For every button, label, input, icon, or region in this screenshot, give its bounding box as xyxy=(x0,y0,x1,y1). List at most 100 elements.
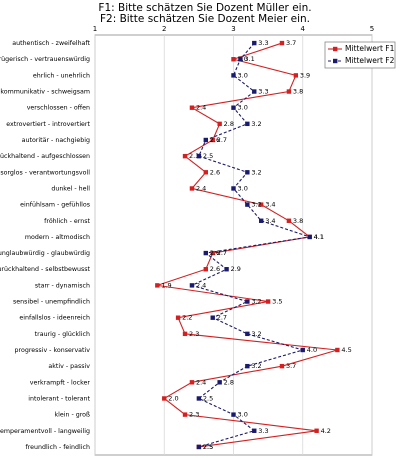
category-label: authentisch - zweifelhaft xyxy=(12,40,90,47)
category-label: sensibel - unempfindlich xyxy=(13,299,90,306)
data-label: 3.2 xyxy=(251,168,261,176)
data-label: 2.7 xyxy=(217,249,227,257)
category-label: verkrampft - locker xyxy=(30,379,91,386)
data-label: 2.3 xyxy=(189,152,199,160)
data-label: 3.0 xyxy=(238,104,248,112)
data-label: 2.7 xyxy=(217,314,227,322)
series-line xyxy=(190,42,310,448)
data-point xyxy=(293,73,299,78)
data-label: 3.0 xyxy=(238,71,248,79)
data-label: 2.5 xyxy=(203,443,213,451)
data-point xyxy=(203,250,208,256)
data-label: 3.3 xyxy=(258,88,268,96)
data-label: 3.7 xyxy=(286,362,296,370)
data-label: 3.5 xyxy=(272,298,282,306)
category-label: unglaubwürdig - glaubwürdig xyxy=(0,250,90,257)
category-label: autoritär - nachgiebig xyxy=(22,137,90,144)
data-label: 4.1 xyxy=(314,233,324,241)
data-point xyxy=(189,186,195,191)
data-point xyxy=(252,428,257,433)
data-label: 3.4 xyxy=(265,217,275,225)
data-point xyxy=(231,412,236,417)
data-label: 2.6 xyxy=(210,249,220,257)
data-point xyxy=(252,40,257,46)
data-point xyxy=(300,347,305,353)
data-point xyxy=(162,396,167,401)
x-tick-label: 4 xyxy=(301,25,306,33)
data-point xyxy=(245,170,250,175)
data-point xyxy=(217,121,222,127)
x-tick-label: 1 xyxy=(93,25,97,33)
data-label: 3.0 xyxy=(238,55,248,63)
data-point xyxy=(210,137,215,143)
data-label: 2.2 xyxy=(182,314,192,322)
data-label: 3.2 xyxy=(251,330,261,338)
data-point xyxy=(238,57,243,62)
legend-box xyxy=(324,41,396,69)
category-label: fröhlich - ernst xyxy=(44,218,90,225)
data-label: 3.2 xyxy=(251,362,261,370)
data-point xyxy=(279,363,285,369)
data-point xyxy=(189,283,195,288)
data-label: 3.4 xyxy=(265,201,275,209)
category-label: aktiv - passiv xyxy=(48,363,90,370)
data-label: 3.9 xyxy=(300,71,310,79)
legend-label: Mittelwert F2 xyxy=(345,56,395,65)
category-label: freundlich - feindlich xyxy=(25,444,90,451)
data-label: 3.8 xyxy=(293,217,303,225)
data-point xyxy=(265,299,271,304)
legend-label: Mittelwert F1 xyxy=(345,44,395,53)
category-label: sorglos - verantwortungsvoll xyxy=(0,169,90,176)
category-label: einfühlsam - gefühllos xyxy=(20,202,90,209)
data-point xyxy=(203,170,208,175)
data-label: 3.1 xyxy=(244,55,254,63)
data-label: 2.8 xyxy=(224,378,234,386)
data-point xyxy=(286,218,292,223)
data-label: 3.0 xyxy=(238,184,248,192)
data-point xyxy=(307,234,312,240)
category-label: verschlossen - offen xyxy=(27,105,90,112)
data-point xyxy=(196,396,202,401)
data-point xyxy=(196,153,202,159)
data-label: 4.2 xyxy=(321,427,331,435)
data-point xyxy=(231,57,236,62)
data-point xyxy=(182,331,188,337)
data-label: 2.0 xyxy=(168,394,178,402)
x-tick-label: 2 xyxy=(162,25,166,33)
data-point xyxy=(175,315,181,320)
data-label: 2.6 xyxy=(210,136,220,144)
data-label: 3.2 xyxy=(251,120,261,128)
data-label: 4.5 xyxy=(341,346,351,354)
category-label: dunkel - hell xyxy=(51,185,90,192)
data-point xyxy=(245,299,250,304)
data-point xyxy=(231,105,236,110)
category-label: kommunikativ - schweigsam xyxy=(0,89,90,96)
data-label: 2.4 xyxy=(196,378,206,386)
x-tick-label: 3 xyxy=(231,25,235,33)
data-point xyxy=(259,218,264,223)
data-point xyxy=(231,186,236,191)
data-point xyxy=(210,250,215,256)
data-point xyxy=(217,380,222,385)
data-point xyxy=(245,331,250,337)
data-point xyxy=(155,283,160,288)
data-point xyxy=(259,202,264,207)
data-point xyxy=(189,105,195,110)
data-label: 3.2 xyxy=(251,201,261,209)
data-label: 3.8 xyxy=(293,88,303,96)
category-label: starr - dynamisch xyxy=(35,282,90,289)
data-label: 2.7 xyxy=(217,136,227,144)
data-label: 2.4 xyxy=(196,184,206,192)
data-point xyxy=(245,121,250,127)
category-label: ehrlich - unehrlich xyxy=(33,72,90,79)
data-label: 3.2 xyxy=(251,298,261,306)
data-label: 2.6 xyxy=(210,168,220,176)
category-label: klein - groß xyxy=(54,412,90,419)
data-point xyxy=(286,89,292,94)
data-point xyxy=(182,412,188,417)
data-point xyxy=(203,267,208,272)
data-label: 2.3 xyxy=(189,411,199,419)
chart-title: F2: Bitte schätzen Sie Dozent Meier ein. xyxy=(100,13,310,25)
